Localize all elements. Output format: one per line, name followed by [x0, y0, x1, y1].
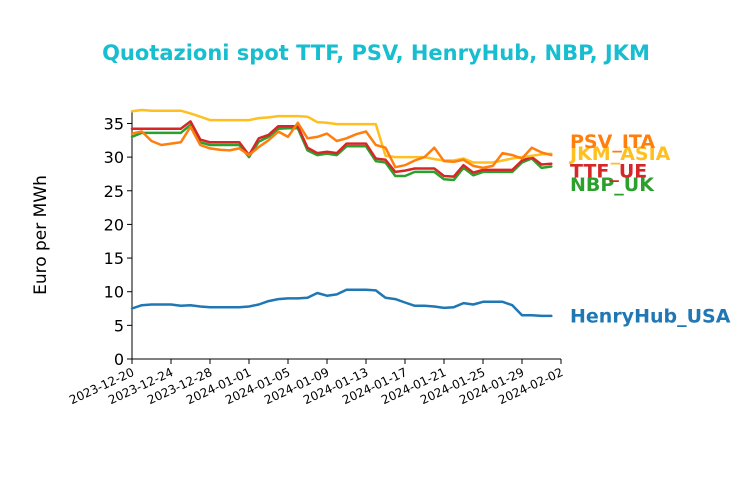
y-tick-label: 5: [114, 316, 124, 335]
y-tick-label: 10: [104, 283, 124, 302]
series-label-psv-ita: PSV_ITA: [570, 131, 655, 153]
series-line-henryhub-usa: [130, 288, 553, 318]
series-line-jkm-asia: [130, 108, 553, 164]
y-tick-label: 35: [104, 114, 124, 133]
y-tick-label: 15: [104, 249, 124, 268]
series-line-ttf-ue: [130, 120, 553, 178]
y-tick-label: 30: [104, 148, 124, 167]
series-label-nbp-uk: NBP_UK: [570, 174, 655, 196]
chart-title: Quotazioni spot TTF, PSV, HenryHub, NBP,…: [102, 41, 650, 65]
series-label-jkm-asia: JKM_ASIA: [568, 143, 671, 165]
y-axis-label: Euro per MWh: [31, 175, 51, 295]
series-label-ttf-ue: TTF_UE: [570, 161, 647, 183]
y-tick-label: 25: [104, 182, 124, 201]
series-label-henryhub-usa: HenryHub_USA: [570, 305, 731, 327]
y-tick-label: 0: [114, 350, 124, 369]
series-line-nbp-uk: [130, 123, 553, 182]
y-tick-label: 20: [104, 215, 124, 234]
plot-area: 051015202530352023-12-202023-12-242023-1…: [67, 108, 731, 407]
series-line-psv-ita: [130, 121, 553, 170]
